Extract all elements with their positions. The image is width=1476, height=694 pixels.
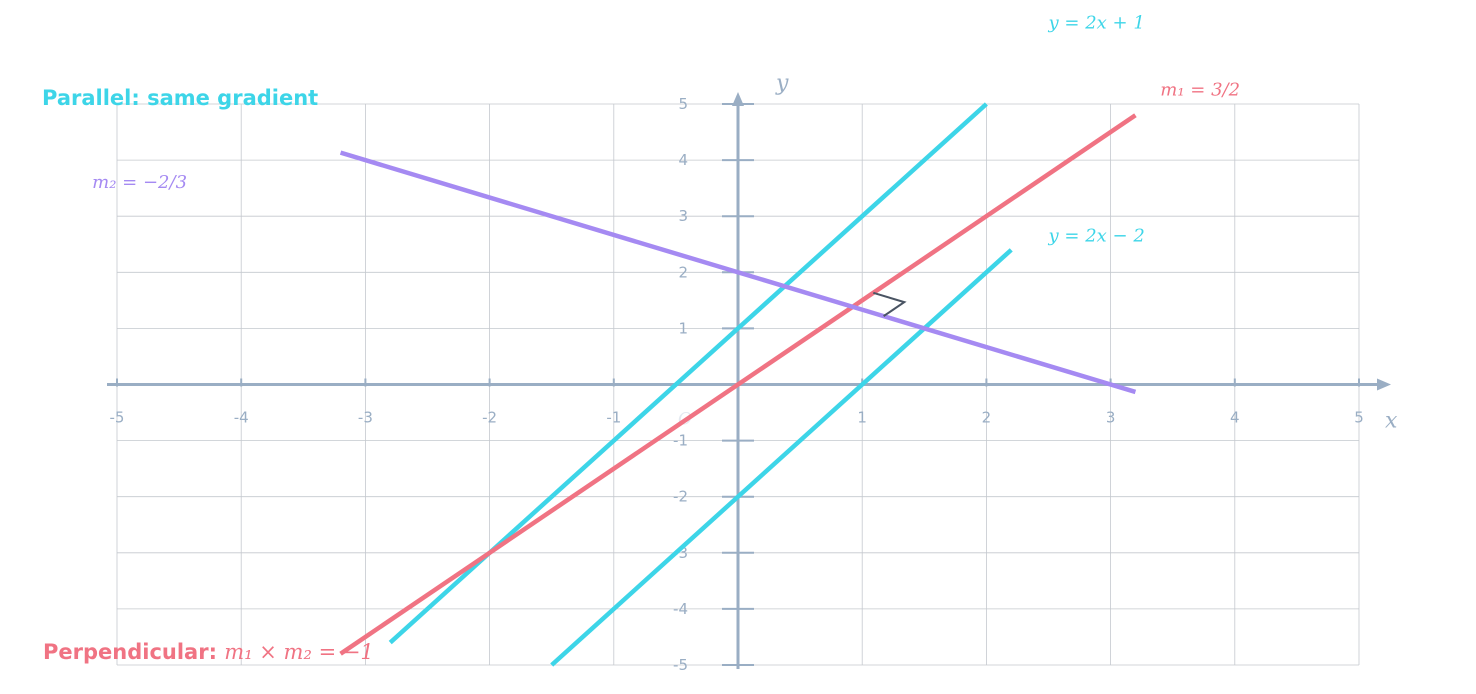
x-tick-label: 4 xyxy=(1230,409,1240,427)
y-tick-label: -1 xyxy=(673,432,688,450)
y-tick-label: -4 xyxy=(673,600,688,618)
y-axis-arrow-icon xyxy=(732,92,744,106)
y-tick-label: 3 xyxy=(678,207,688,225)
y-tick-label: -5 xyxy=(673,656,688,674)
perpendicular-heading: Perpendicular: m₁ × m₂ = −1 xyxy=(43,640,374,664)
perpendicular-heading-formula: m₁ × m₂ = −1 xyxy=(224,640,374,664)
y-tick-label: 2 xyxy=(678,263,688,281)
y-tick-label: -3 xyxy=(673,544,688,562)
x-axis-label: x xyxy=(1385,409,1398,434)
x-tick-label: -5 xyxy=(110,409,125,427)
equation-label: m₂ = −2/3 xyxy=(92,172,187,193)
series-line xyxy=(339,150,1137,395)
right-angle-marker xyxy=(873,291,907,317)
equation-label: y = 2x + 1 xyxy=(1048,12,1145,33)
perpendicular-heading-prefix: Perpendicular: xyxy=(43,640,225,664)
equation-label: y = 2x − 2 xyxy=(1048,225,1145,246)
x-tick-label: 5 xyxy=(1354,409,1364,427)
y-axis-label: y xyxy=(775,71,789,96)
x-tick-label: -4 xyxy=(234,409,249,427)
y-tick-label: 5 xyxy=(678,95,688,113)
x-tick-label: 2 xyxy=(982,409,992,427)
series-line xyxy=(550,248,1013,667)
y-tick-label: 1 xyxy=(678,319,688,337)
x-tick-label: 1 xyxy=(857,409,867,427)
y-tick-label: 4 xyxy=(678,151,688,169)
x-tick-label: -3 xyxy=(358,409,373,427)
series-lines xyxy=(339,102,1137,667)
y-tick-label: -2 xyxy=(673,488,688,506)
series-line xyxy=(339,113,1137,656)
labels: y = 2x + 1 y = 2x − 2 m₁ = 3/2 m₂ = −2/3 xyxy=(92,12,1240,246)
x-tick-label: 3 xyxy=(1106,409,1116,427)
right-angle-marker-path xyxy=(873,291,907,317)
x-tick-label: -2 xyxy=(482,409,497,427)
parallel-heading-text: Parallel: same gradient xyxy=(42,86,319,110)
parallel-heading: Parallel: same gradient xyxy=(42,86,318,110)
x-tick-label: -1 xyxy=(606,409,621,427)
equation-label: m₁ = 3/2 xyxy=(1160,80,1240,101)
x-axis-arrow-icon xyxy=(1377,378,1391,391)
